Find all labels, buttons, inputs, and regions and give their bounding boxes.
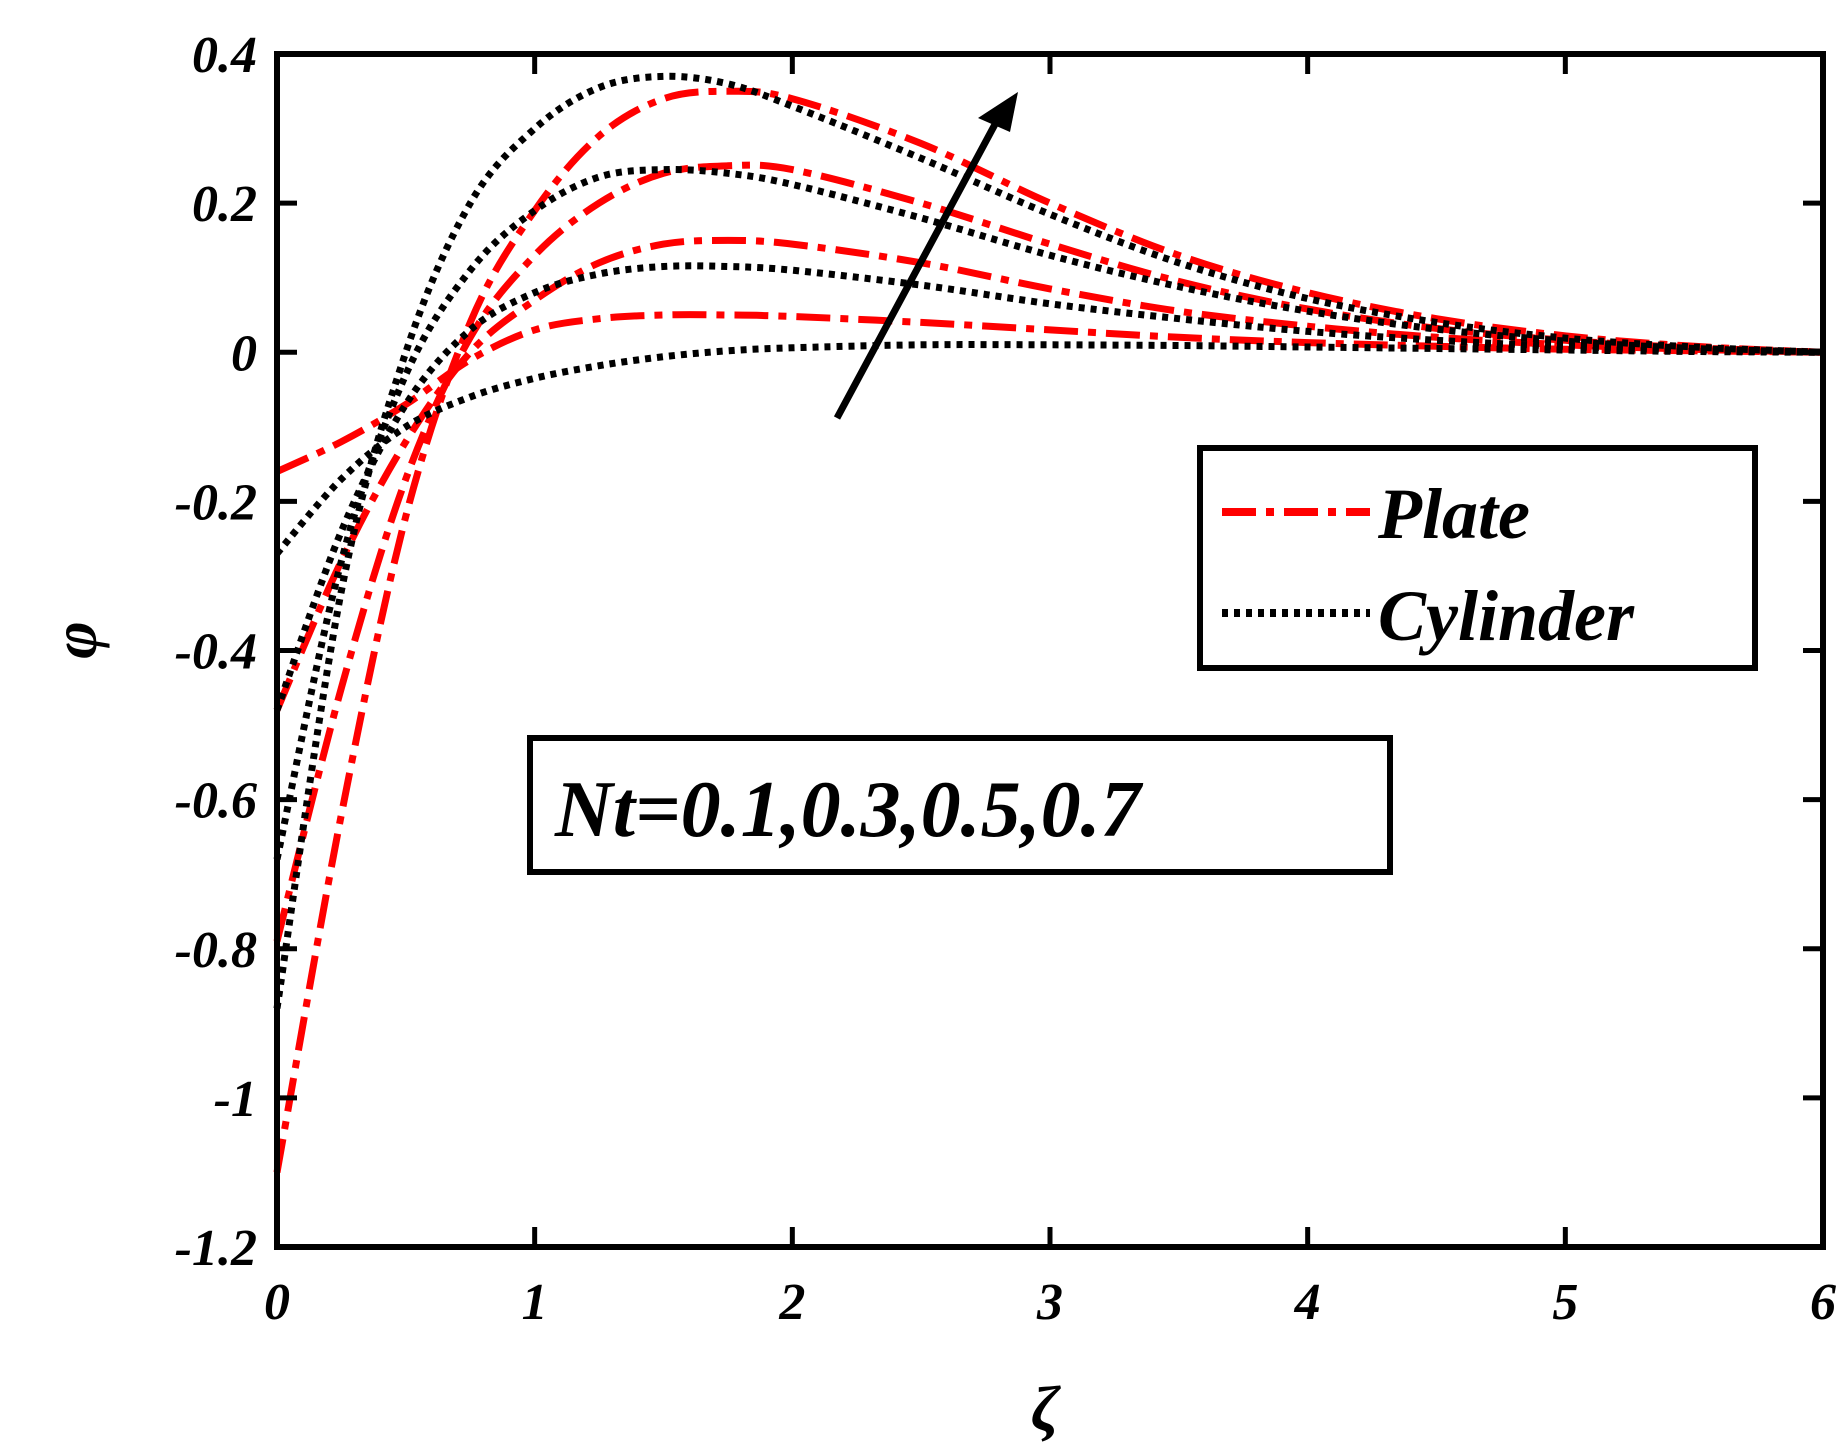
x-tick-label: 0 <box>264 1274 290 1331</box>
y-tick-label: -0.8 <box>175 922 257 979</box>
y-tick-label: -0.6 <box>175 773 257 830</box>
y-tick-label: -1 <box>214 1071 257 1128</box>
y-tick-label: 0.2 <box>192 176 257 233</box>
x-tick-label: 3 <box>1036 1274 1063 1331</box>
y-tick-label: -0.2 <box>175 474 257 531</box>
x-tick-label: 5 <box>1552 1274 1578 1331</box>
y-tick-label: 0 <box>231 325 257 382</box>
x-tick-label: 2 <box>778 1274 805 1331</box>
series-line-0 <box>275 311 1824 475</box>
x-tick-labels: 0 1 2 3 4 5 6 <box>264 1274 1836 1331</box>
x-tick-label: 6 <box>1810 1274 1836 1331</box>
legend-box <box>1197 445 1758 671</box>
annotation-text: Nt=0.1,0.3,0.5,0.7 <box>554 766 1144 854</box>
series-line-1 <box>273 236 1824 712</box>
x-tick-label: 1 <box>522 1274 548 1331</box>
arrow-head-icon <box>978 92 1018 132</box>
series-line-3 <box>273 87 1824 1174</box>
x-tick-label: 4 <box>1294 1274 1321 1331</box>
series-layer <box>273 72 1824 1174</box>
y-tick-label: -0.4 <box>175 624 257 681</box>
y-tick-labels: 0.4 0.2 0 -0.2 -0.4 -0.6 -0.8 -1 -1.2 <box>175 27 257 1277</box>
y-tick-label: -1.2 <box>175 1220 257 1277</box>
y-axis-label: φ <box>39 621 110 658</box>
ticks-layer <box>277 54 1823 1247</box>
series-line-5 <box>273 262 1824 712</box>
annotation: Nt=0.1,0.3,0.5,0.7 <box>527 735 1393 875</box>
legend: Plate Cylinder <box>1197 445 1758 671</box>
series-line-2 <box>273 161 1824 943</box>
x-axis-label: ζ <box>1031 1373 1062 1444</box>
y-tick-label: 0.4 <box>192 27 257 84</box>
legend-cylinder-label: Cylinder <box>1378 576 1635 656</box>
series-line-4 <box>274 341 1824 556</box>
legend-plate-label: Plate <box>1377 474 1530 554</box>
annotation-box <box>527 735 1393 875</box>
increase-arrow <box>833 92 1018 420</box>
